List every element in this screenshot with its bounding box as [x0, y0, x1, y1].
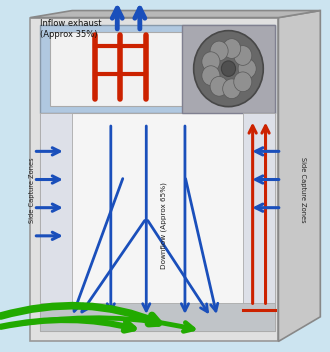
Circle shape [234, 46, 252, 65]
Circle shape [221, 61, 236, 76]
Circle shape [210, 76, 228, 96]
Polygon shape [50, 32, 182, 106]
Circle shape [194, 31, 263, 107]
Text: Side Capture Zones: Side Capture Zones [300, 157, 306, 223]
Circle shape [223, 79, 241, 99]
Polygon shape [279, 11, 320, 341]
Polygon shape [30, 11, 320, 18]
Polygon shape [40, 303, 275, 331]
Polygon shape [40, 113, 275, 331]
Circle shape [223, 39, 241, 58]
Text: Inflow exhaust
(Approx 35%): Inflow exhaust (Approx 35%) [40, 19, 101, 39]
Polygon shape [40, 113, 72, 331]
Polygon shape [40, 25, 275, 113]
Polygon shape [30, 18, 279, 341]
Polygon shape [182, 25, 275, 113]
Circle shape [210, 41, 228, 61]
Circle shape [202, 52, 220, 71]
Circle shape [234, 72, 252, 92]
Text: Downflow (Approx 65%): Downflow (Approx 65%) [161, 182, 167, 269]
Circle shape [202, 66, 220, 86]
Text: Side Capture Zones: Side Capture Zones [29, 157, 35, 223]
Circle shape [238, 59, 256, 78]
Polygon shape [243, 113, 275, 331]
